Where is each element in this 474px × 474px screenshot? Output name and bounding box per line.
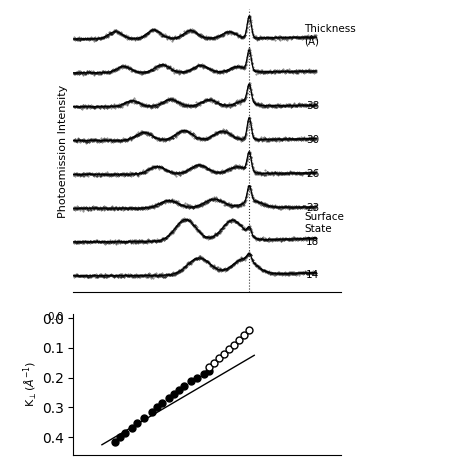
- Text: 23: 23: [306, 203, 319, 213]
- Text: Thickness
(Å): Thickness (Å): [304, 24, 356, 47]
- Text: 38: 38: [306, 101, 319, 111]
- Y-axis label: K$_\perp$($\AA^{-1}$): K$_\perp$($\AA^{-1}$): [21, 361, 39, 408]
- Text: 30: 30: [306, 135, 319, 145]
- Text: 14: 14: [306, 270, 319, 281]
- Text: 0.0: 0.0: [47, 311, 64, 321]
- Y-axis label: Photoemission Intensity: Photoemission Intensity: [58, 84, 68, 218]
- Text: Surface
State: Surface State: [304, 212, 344, 234]
- Text: 26: 26: [306, 169, 319, 179]
- Text: 18: 18: [306, 237, 319, 246]
